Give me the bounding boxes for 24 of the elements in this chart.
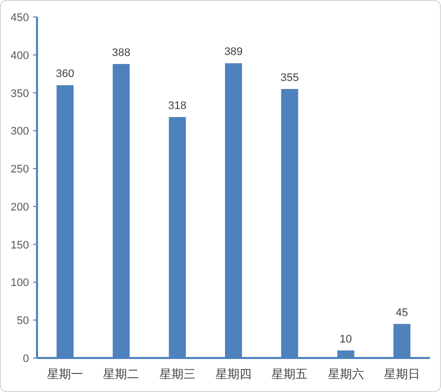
y-tick-label: 200 — [10, 201, 29, 214]
y-tick-label: 400 — [10, 50, 29, 62]
data-label: 355 — [280, 72, 299, 84]
data-label: 389 — [224, 46, 243, 58]
x-tick-label: 星期一 — [47, 367, 84, 381]
y-tick-label: 250 — [10, 164, 29, 176]
x-tick-label: 星期二 — [103, 367, 140, 381]
x-tick-label: 星期五 — [272, 367, 308, 381]
data-label: 360 — [56, 68, 74, 80]
x-tick-label: 星期四 — [216, 367, 252, 381]
y-tick-label: 350 — [10, 88, 29, 100]
y-tick-label: 0 — [22, 353, 29, 365]
x-tick-label: 星期六 — [328, 367, 364, 381]
data-label: 388 — [112, 46, 130, 59]
data-label: 45 — [396, 306, 408, 319]
y-tick-label: 100 — [10, 277, 29, 290]
x-tick-label: 星期日 — [384, 367, 420, 381]
y-tick-label: 50 — [16, 315, 29, 328]
y-tick-label: 300 — [10, 126, 29, 138]
x-tick-label: 星期三 — [159, 367, 196, 381]
y-tick-label: 450 — [10, 12, 29, 24]
y-tick-label: 150 — [10, 239, 29, 252]
data-label: 318 — [168, 100, 187, 112]
data-label: 10 — [340, 333, 352, 346]
